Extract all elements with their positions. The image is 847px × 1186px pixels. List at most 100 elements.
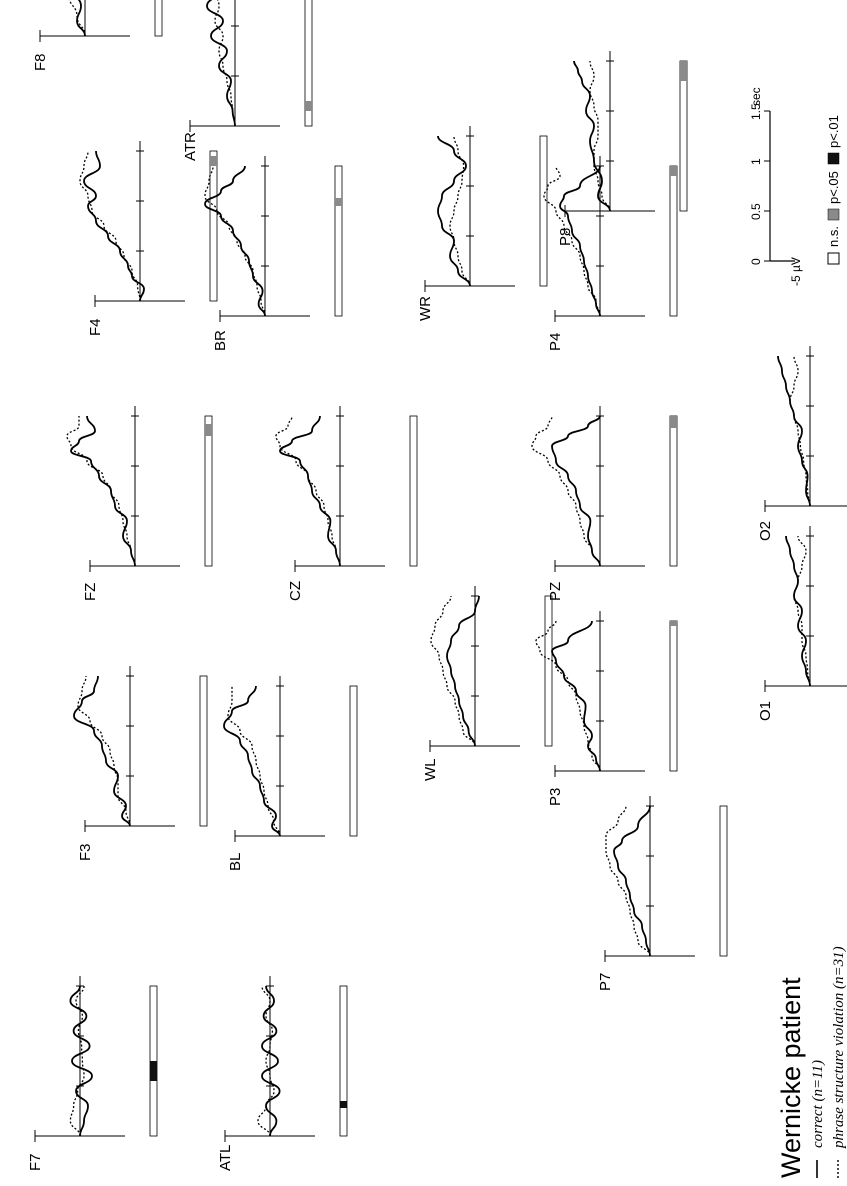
sig-key-ns-label: n.s.	[826, 226, 841, 247]
scale-tick-label-15: 1.5	[749, 103, 763, 120]
correct-trace	[202, 0, 236, 127]
significance-bar	[539, 135, 548, 287]
electrode-label: WL	[422, 759, 439, 782]
correct-trace	[785, 535, 811, 687]
panel-wr: WR	[417, 126, 548, 321]
correct-trace	[437, 135, 471, 287]
correct-trace	[83, 150, 145, 302]
panel-f8: F8	[32, 0, 163, 71]
scale-tick-label-0: 0	[749, 258, 763, 265]
violation-trace	[77, 675, 131, 827]
electrode-label: F8	[32, 53, 49, 71]
electrode-label: ATR	[182, 132, 199, 161]
scale-tick-label-1: 1	[749, 158, 763, 165]
significance-bar	[544, 595, 553, 747]
correct-trace	[777, 355, 811, 507]
significance-bar	[679, 60, 688, 212]
violation-trace	[543, 165, 601, 317]
electrode-label: F4	[87, 318, 104, 336]
electrode-label: FZ	[82, 583, 99, 601]
legend: Wernicke patient correct (n=11) phrase s…	[776, 946, 847, 1178]
sig-key-p05-swatch	[827, 208, 840, 221]
electrode-label: P3	[547, 788, 564, 806]
significance-bar	[349, 685, 358, 837]
scale-bar: -5 µV 0 0.5 1 1.5 sec	[749, 87, 803, 286]
electrode-label: ATL	[217, 1145, 234, 1171]
panel-p7: P7	[597, 796, 728, 991]
electrode-label: BR	[212, 330, 229, 351]
violation-trace	[79, 150, 141, 302]
electrode-label: F7	[27, 1153, 44, 1171]
violation-trace	[227, 686, 281, 837]
significance-bar	[669, 165, 678, 317]
panel-bl: BL	[223, 676, 358, 871]
violation-trace	[535, 620, 601, 772]
panel-br: BR	[204, 156, 343, 351]
significance-bar	[199, 675, 208, 827]
significance-segment	[150, 1061, 157, 1081]
correct-trace	[279, 415, 341, 567]
electrode-label: WR	[417, 296, 434, 321]
figure-title: Wernicke patient	[776, 977, 806, 1178]
significance-segment	[210, 156, 217, 166]
electrode-label: P4	[547, 333, 564, 351]
panel-p3: P3	[535, 611, 678, 806]
significance-segment	[335, 198, 342, 206]
correct-trace	[573, 60, 611, 212]
violation-trace	[430, 595, 476, 747]
violation-trace	[531, 415, 601, 567]
panel-f3: F3	[73, 666, 208, 861]
correct-trace	[613, 805, 651, 957]
correct-trace	[223, 685, 281, 837]
violation-trace	[275, 415, 341, 567]
significance-bar	[669, 415, 678, 567]
significance-bar	[334, 165, 343, 317]
correct-trace	[68, 0, 98, 37]
correct-trace	[551, 620, 601, 772]
violation-trace	[605, 805, 651, 957]
correct-trace	[73, 675, 131, 827]
electrode-label: P8	[557, 228, 574, 246]
panel-pz: PZ	[531, 406, 678, 601]
significance-bar	[209, 150, 218, 302]
electrode-label: PZ	[547, 582, 564, 601]
panel-p4: P4	[543, 156, 678, 351]
violation-trace	[66, 416, 136, 567]
significance-bar	[409, 415, 418, 567]
violation-trace	[68, 0, 102, 37]
electrode-label: P7	[597, 973, 614, 991]
correct-trace	[69, 985, 93, 1137]
significance-segment	[680, 61, 687, 81]
scale-tick-label-05: 0.5	[749, 203, 763, 220]
violation-trace	[589, 60, 611, 212]
violation-trace	[69, 985, 85, 1137]
correct-trace	[551, 415, 601, 567]
significance-key: n.s. p<.05 p<.01	[826, 115, 841, 265]
sig-key-p01-label: p<.01	[826, 115, 841, 148]
panel-o2: O2	[757, 346, 847, 541]
violation-trace	[793, 535, 811, 687]
panel-atl: ATL	[217, 976, 348, 1171]
panel-f7: F7	[27, 976, 158, 1171]
panel-f4: F4	[79, 141, 218, 336]
significance-bar	[719, 805, 728, 957]
sig-key-p05-label: p<.05	[826, 171, 841, 204]
scale-amp-label: -5 µV	[789, 257, 803, 286]
significance-segment	[305, 101, 312, 111]
significance-segment	[340, 1101, 347, 1108]
correct-trace	[446, 595, 480, 747]
sig-key-p01-swatch	[827, 152, 840, 165]
sig-key-ns-swatch	[827, 252, 840, 265]
panel-cz: CZ	[275, 406, 418, 601]
significance-bar	[204, 415, 213, 567]
violation-trace	[204, 165, 266, 317]
violation-trace	[449, 135, 471, 287]
correct-trace	[70, 415, 136, 567]
electrode-label: F3	[77, 843, 94, 861]
panel-fz: FZ	[66, 406, 213, 601]
panel-o1: O1	[757, 526, 847, 721]
violation-trace	[214, 0, 236, 127]
panel-atr: ATR	[182, 0, 313, 161]
